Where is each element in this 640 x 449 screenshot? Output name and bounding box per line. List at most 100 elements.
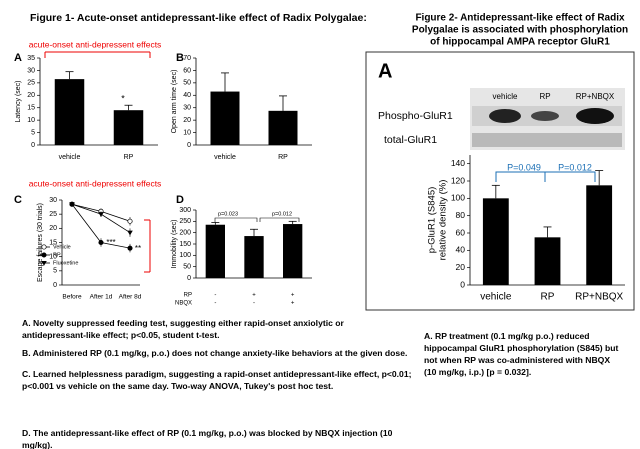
x-tick-label: RP <box>278 154 288 161</box>
y-tick-label: 100 <box>179 252 191 259</box>
y-tick-label: 150 <box>179 241 191 248</box>
annotation: ** <box>135 244 141 253</box>
legend-label: Fluoxetine <box>53 260 78 266</box>
legend-label: RP <box>53 252 61 258</box>
data-point <box>127 230 133 236</box>
blot-band <box>576 108 614 124</box>
legend-marker <box>41 261 47 266</box>
figure-1-title: Figure 1- Acute-onset antidepressant-lik… <box>30 12 367 24</box>
y-tick-label: 60 <box>456 227 466 237</box>
x-tick-label: After 1d <box>90 294 113 301</box>
figure-2-title: Figure 2- Antidepressant-like effect of … <box>415 13 625 24</box>
caption: B. Administered RP (0.1 mg/kg, p.o.) doe… <box>22 348 408 358</box>
y-tick-label: 300 <box>179 207 191 214</box>
caption: A. Novelty suppressed feeding test, sugg… <box>22 318 344 340</box>
bar <box>283 224 303 278</box>
y-tick-label: 20 <box>27 92 35 99</box>
blot-band <box>489 109 521 123</box>
x-tick-label: vehicle <box>214 154 236 161</box>
y-tick-label: 80 <box>456 210 466 220</box>
row-value: + <box>291 293 295 299</box>
annotation: acute-onset anti-depressent effects <box>29 39 162 49</box>
x-tick-label: RP <box>124 154 134 161</box>
y-tick-label: 5 <box>31 129 35 136</box>
bracket <box>495 171 596 182</box>
y-tick-label: 10 <box>27 117 35 124</box>
y-axis-label: Open arm time (sec) <box>171 70 178 134</box>
data-point <box>69 202 75 208</box>
annotation: p=0.023 <box>218 211 238 217</box>
blot-band-row <box>472 133 622 147</box>
annotation: P=0.049 <box>507 162 541 172</box>
y-tick-label: 30 <box>49 197 57 204</box>
y-tick-label: 60 <box>183 67 191 74</box>
row-value: - <box>253 301 255 307</box>
panel-letter: A <box>14 52 22 64</box>
bar <box>586 185 613 285</box>
legend-label: Vehicle <box>53 244 71 250</box>
y-tick-label: 10 <box>49 254 57 261</box>
y-tick-label: 20 <box>456 262 466 272</box>
y-tick-label: 250 <box>179 218 191 225</box>
row-label: NBQX <box>175 301 192 307</box>
row-value: + <box>252 293 256 299</box>
caption: D. The antidepressant-like effect of RP … <box>22 428 393 449</box>
panel-letter: B <box>176 52 184 64</box>
blot-column-label: RP+NBQX <box>576 92 615 101</box>
row-value: + <box>291 301 295 307</box>
y-tick-label: 20 <box>183 117 191 124</box>
x-tick-label: After 8d <box>119 294 142 301</box>
bar <box>482 198 509 285</box>
x-tick-label: vehicle <box>59 154 81 161</box>
y-tick-label: 40 <box>183 92 191 99</box>
panel-letter: A <box>378 60 392 82</box>
bar <box>244 236 264 278</box>
y-tick-label: 50 <box>183 264 191 271</box>
bar <box>268 110 298 145</box>
y-tick-label: 70 <box>183 55 191 62</box>
y-axis-label: p-GluR1 (S845) <box>427 187 438 254</box>
y-tick-label: 10 <box>183 129 191 136</box>
row-value: - <box>214 301 216 307</box>
legend-marker <box>41 244 47 250</box>
figure-2-frame <box>365 51 635 311</box>
y-tick-label: 140 <box>451 158 465 168</box>
panel-letter: D <box>176 194 184 206</box>
caption: C. Learned helplessness paradigm, sugges… <box>22 369 412 391</box>
y-axis-label: relative density (%) <box>438 180 449 261</box>
bar <box>113 110 144 145</box>
x-tick-label: vehicle <box>480 292 512 303</box>
data-point <box>98 239 104 246</box>
blot-band <box>531 111 559 121</box>
blot-column-label: vehicle <box>493 92 518 101</box>
blot-row-label: Phospho-GluR1 <box>378 110 453 122</box>
y-tick-label: 30 <box>183 105 191 112</box>
row-value: - <box>214 293 216 299</box>
figure-2-title: Polygalae is associated with phosphoryla… <box>412 25 628 36</box>
blot-row-label: total-GluR1 <box>384 134 437 146</box>
y-axis-label: Escape failures (30 trials) <box>37 203 44 282</box>
annotation: *** <box>106 238 115 247</box>
legend-marker <box>41 252 47 258</box>
y-tick-label: 200 <box>179 230 191 237</box>
bracket <box>214 217 300 222</box>
bar <box>54 79 85 145</box>
annotation: acute-onset anti-depressent effects <box>29 178 162 188</box>
caption: A. RP treatment (0.1 mg/kg p.o.) reduced… <box>424 331 619 377</box>
row-label: RP <box>184 293 192 299</box>
y-tick-label: 40 <box>456 245 466 255</box>
y-tick-label: 0 <box>31 142 35 149</box>
bar <box>210 91 240 145</box>
y-tick-label: 100 <box>451 193 465 203</box>
y-tick-label: 35 <box>27 55 35 62</box>
x-tick-label: RP+NBQX <box>575 292 623 303</box>
y-tick-label: 30 <box>27 67 35 74</box>
y-tick-label: 0 <box>187 275 191 282</box>
y-tick-label: 0 <box>460 279 465 289</box>
panel-letter: C <box>14 194 22 206</box>
x-tick-label: Before <box>62 294 82 301</box>
figure-2-title: of hippocampal AMPA receptor GluR1 <box>430 37 610 48</box>
data-point <box>127 245 133 251</box>
